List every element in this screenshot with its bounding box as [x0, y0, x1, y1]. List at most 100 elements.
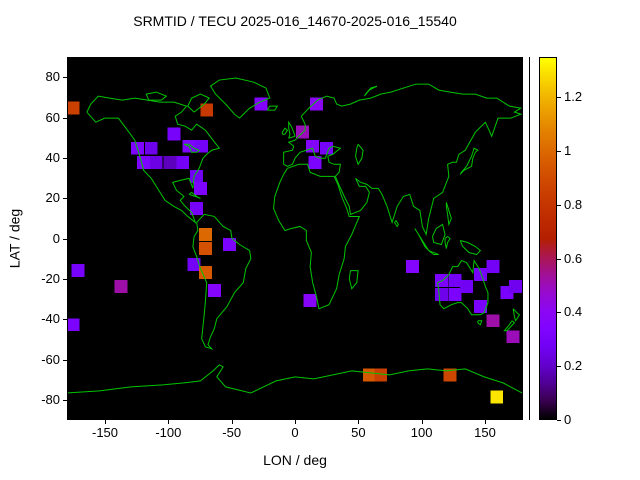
heatmap-cell	[71, 264, 85, 278]
x-tick-mark	[295, 420, 296, 424]
heatmap-cell	[434, 288, 448, 302]
y-tick-label: -60	[41, 351, 60, 367]
coastline	[446, 202, 451, 224]
coastline	[460, 241, 480, 255]
x-tick-mark	[105, 420, 106, 424]
x-tick-label: -50	[222, 425, 242, 440]
colorbar-tick-label: 0.2	[564, 358, 583, 374]
y-tick-mark	[63, 77, 67, 79]
colorbar-tick-label: 0.8	[564, 196, 583, 212]
right-axis-line	[529, 57, 530, 420]
y-tick-mark	[63, 198, 67, 200]
heatmap-cell	[443, 368, 457, 382]
heatmap-cell	[176, 155, 190, 169]
coastline	[504, 321, 514, 331]
coastline	[356, 144, 364, 164]
x-tick-mark	[168, 420, 170, 424]
colorbar-gradient	[540, 58, 556, 419]
colorbar-tick-label: 1	[564, 143, 572, 159]
coastline	[460, 148, 478, 174]
heatmap-cell	[149, 155, 163, 169]
x-tick-label: -150	[91, 425, 119, 440]
colorbar-tick-mark	[557, 151, 561, 153]
x-tick-label: -100	[155, 425, 182, 440]
colorbar-tick-mark	[557, 97, 561, 99]
heatmap-cell	[137, 155, 151, 169]
y-tick-mark	[63, 399, 67, 401]
heatmap-cell	[198, 242, 212, 255]
colorbar	[539, 57, 557, 420]
y-tick-mark	[63, 157, 67, 159]
heatmap-cell	[254, 97, 268, 111]
coastline	[193, 214, 251, 348]
heatmap-cell	[190, 201, 204, 215]
heatmap-cell	[195, 139, 209, 153]
y-tick-mark	[63, 117, 67, 119]
coastline	[438, 261, 488, 315]
heatmap-cell	[193, 181, 207, 195]
coastline	[87, 96, 219, 222]
heatmap-cell	[506, 330, 520, 344]
colorbar-tick-mark	[557, 366, 561, 368]
heatmap-cell	[473, 300, 487, 314]
heatmap-cell	[222, 238, 236, 251]
x-tick-mark	[358, 420, 360, 424]
x-tick-label: 50	[351, 425, 366, 440]
y-tick-label: 60	[45, 109, 60, 125]
y-tick-mark	[63, 238, 67, 240]
heatmap-cell	[448, 274, 462, 288]
coastline	[432, 224, 445, 244]
coastline	[395, 220, 399, 226]
x-tick-label: 150	[474, 425, 496, 440]
heatmap-cell	[306, 139, 320, 153]
heatmap-cell	[187, 258, 201, 272]
colorbar-tick-mark	[557, 312, 561, 314]
colorbar-tick-label: 0.6	[564, 250, 583, 266]
coastline	[68, 365, 522, 393]
y-tick-label: -20	[41, 270, 60, 286]
heatmap-cell	[509, 280, 522, 294]
heatmap-cell	[405, 260, 419, 274]
heatmap-cell	[200, 103, 214, 117]
coastline	[513, 309, 519, 321]
heatmap-cell	[68, 318, 80, 332]
heatmap-cell	[473, 268, 487, 282]
heatmap-cell	[308, 155, 322, 169]
heatmap-cell	[490, 390, 504, 404]
colorbar-tick-label: 0.4	[564, 304, 583, 320]
coastline	[184, 144, 199, 152]
y-tick-mark	[63, 359, 67, 361]
y-tick-label: 40	[45, 149, 60, 165]
coastline	[478, 321, 482, 325]
x-tick-mark	[231, 420, 233, 424]
heatmap-cell	[486, 260, 500, 274]
heatmap-cell	[163, 155, 177, 169]
y-tick-mark	[63, 278, 67, 280]
coastline	[289, 122, 295, 138]
y-tick-label: 80	[45, 69, 60, 85]
colorbar-tick-mark	[557, 420, 561, 421]
y-tick-label: 20	[45, 190, 60, 206]
coastline	[146, 92, 166, 100]
coastline	[188, 94, 209, 112]
heatmap-cell	[486, 314, 500, 328]
coastline	[284, 84, 521, 234]
heatmap-cell	[362, 368, 376, 382]
y-tick-mark	[63, 319, 67, 321]
heatmap-cell	[114, 280, 128, 294]
coastline	[364, 86, 377, 96]
colorbar-tick-mark	[557, 258, 561, 260]
coastline	[429, 251, 439, 255]
colorbar-tick-mark	[557, 204, 561, 206]
coastline	[282, 128, 287, 134]
coastline	[445, 236, 450, 248]
x-axis-title: LON / deg	[263, 452, 327, 468]
colorbar-tick-label: 0	[564, 412, 572, 427]
heatmap-cell	[207, 284, 221, 298]
heatmap-cell	[309, 97, 323, 111]
plot-area	[67, 57, 523, 420]
heatmap-cell	[460, 280, 473, 294]
y-tick-label: -80	[41, 391, 60, 407]
heatmap-cell	[303, 294, 317, 308]
